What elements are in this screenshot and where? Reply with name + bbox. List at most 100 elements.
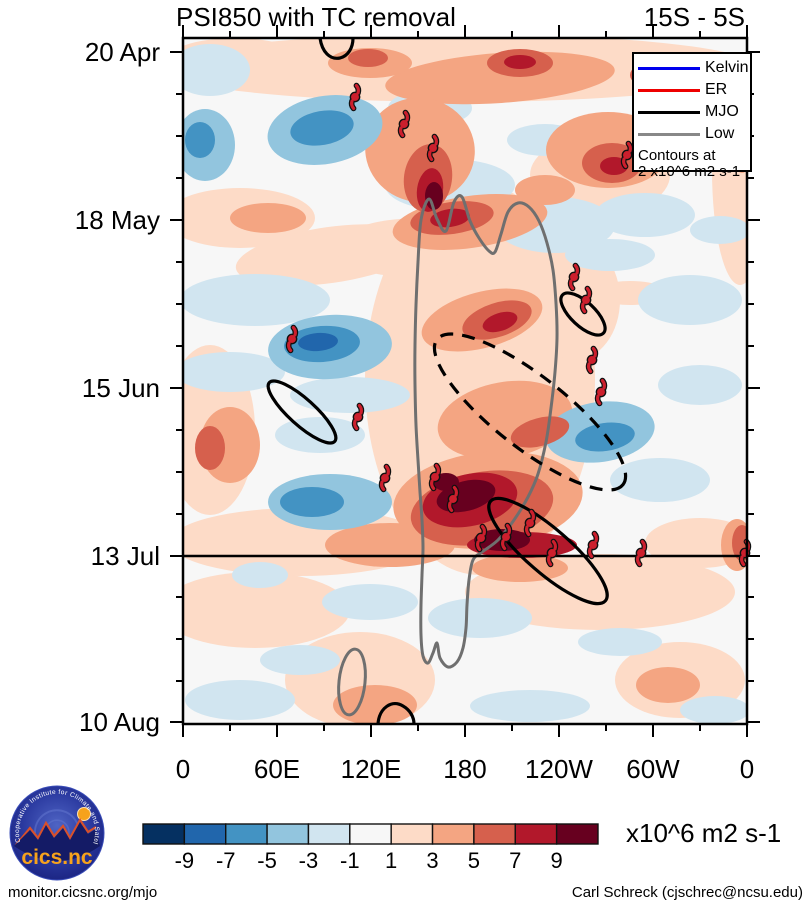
x-tick-label: 180 — [443, 754, 486, 784]
tc-symbol — [567, 262, 581, 292]
colorbar-tick-label: 7 — [509, 848, 521, 873]
legend-note-line2: 2 x10^6 m2 s-1 — [638, 163, 741, 180]
anomaly-blob — [260, 645, 340, 675]
colorbar-cell — [473, 823, 516, 845]
y-tick-label: 13 Jul — [91, 541, 160, 571]
legend-line-swatch — [638, 66, 700, 70]
anomaly-blob — [595, 193, 695, 237]
tc-symbol — [397, 109, 411, 139]
anomaly-blob — [658, 365, 742, 405]
tc-symbol — [634, 538, 648, 568]
tc-symbol — [426, 133, 440, 163]
x-tick-label: 120W — [525, 754, 593, 784]
legend-item-kelvin: Kelvin — [638, 57, 750, 79]
logo-wordmark: cics.nc — [21, 846, 93, 869]
mjo-dashed-contour — [432, 332, 628, 492]
colorbar-tick-label: 5 — [468, 848, 480, 873]
anomaly-blob — [290, 377, 410, 413]
anomaly-blob — [280, 487, 344, 517]
footer-credit: Carl Schreck (cjschrec@ncsu.edu) — [571, 884, 803, 901]
legend-item-label: MJO — [705, 103, 739, 120]
anomaly-blob — [504, 55, 536, 69]
anomaly-blob — [515, 175, 575, 205]
colorbar-cell — [431, 823, 475, 845]
tc-symbol — [285, 324, 299, 354]
tc-symbol — [474, 523, 488, 553]
colorbar-tick-label: -9 — [175, 848, 195, 873]
logo-sun-icon — [77, 807, 91, 821]
x-tick-label: 60E — [254, 754, 300, 784]
y-tick-label: 18 May — [75, 205, 160, 235]
anomaly-blob — [183, 572, 350, 648]
footer-url: monitor.cicsnc.org/mjo — [8, 884, 158, 901]
tc-symbol — [586, 530, 600, 560]
anomaly-blob — [183, 352, 285, 392]
tc-symbol — [351, 402, 365, 432]
legend-note: Contours at 2 x10^6 m2 s-1 — [638, 148, 750, 180]
legend-line-swatch — [638, 132, 700, 136]
colorbar-cell — [183, 823, 227, 845]
anomaly-blob — [680, 696, 747, 724]
colorbar-tick-label: 9 — [551, 848, 563, 873]
anomaly-blob — [638, 275, 742, 325]
anomaly-blob — [690, 216, 747, 244]
anomaly-blob — [290, 110, 354, 146]
colorbar-cell — [514, 823, 558, 845]
colorbar-cell — [349, 823, 392, 845]
anomaly-blob — [472, 554, 568, 582]
plot-legend: Kelvin ER MJO Low Contours at 2 x10^6 m2 s-… — [632, 52, 752, 180]
contour-layer — [266, 38, 628, 724]
mjo-contour-partial — [318, 38, 355, 60]
tc-symbol — [579, 285, 593, 315]
cicsnc-logo: cics.nc Cooperative Institute for Climat… — [6, 782, 105, 881]
legend-item-label: Kelvin — [705, 59, 749, 76]
anomaly-blob — [183, 44, 250, 96]
anomaly-blob — [275, 417, 365, 453]
tc-symbol — [523, 508, 537, 538]
y-tick-label: 15 Jun — [82, 373, 160, 403]
legend-note-line1: Contours at — [638, 147, 716, 164]
low-contour-small — [337, 647, 367, 717]
logo-mountain-ridge — [15, 817, 97, 846]
latitude-range-label: 15S - 5S — [643, 2, 745, 32]
anomaly-blob — [482, 311, 518, 333]
x-tick-label: 0 — [740, 754, 754, 784]
colorbar-cell — [307, 823, 351, 845]
colorbar-unit-label: x10^6 m2 s-1 — [626, 818, 781, 848]
colorbar-tick-label: -1 — [340, 848, 360, 873]
colorbar-cell — [555, 823, 599, 845]
anomaly-blob — [185, 680, 295, 720]
x-tick-label: 0 — [176, 754, 190, 784]
legend-item-low: Low — [638, 123, 750, 145]
legend-line-swatch — [638, 88, 700, 92]
legend-item-label: ER — [705, 81, 728, 98]
anomaly-blob — [636, 667, 700, 703]
mjo-contour — [559, 291, 607, 337]
colorbar-tick-label: -3 — [299, 848, 319, 873]
anomaly-blob — [610, 458, 710, 502]
mjo-contour — [266, 379, 338, 445]
colorbar-tick-label: 1 — [385, 848, 397, 873]
legend-item-er: ER — [638, 79, 750, 101]
colorbar-cell — [225, 823, 268, 845]
chart-title: PSI850 with TC removal — [176, 2, 456, 32]
legend-line-swatch — [638, 110, 700, 114]
anomaly-blob — [578, 628, 662, 656]
tc-symbol — [499, 522, 513, 552]
colorbar-tick-label: -5 — [257, 848, 277, 873]
colorbar: -9 -7 -5 -3 -1 1 3 5 7 9 x10^6 m2 s-1 — [142, 818, 781, 873]
anomaly-blob — [565, 239, 655, 271]
anomaly-blob — [195, 426, 225, 470]
mjo-contour — [487, 496, 609, 606]
colorbar-cell — [142, 823, 186, 845]
y-tick-label: 10 Aug — [79, 707, 160, 737]
mjo-contour-partial — [376, 702, 416, 724]
anomaly-blob — [322, 584, 418, 620]
y-tick-label: 20 Apr — [85, 37, 161, 67]
anomaly-blob — [298, 332, 338, 352]
legend-item-mjo: MJO — [638, 101, 750, 123]
colorbar-cell — [390, 823, 434, 845]
tc-symbol — [428, 462, 442, 492]
